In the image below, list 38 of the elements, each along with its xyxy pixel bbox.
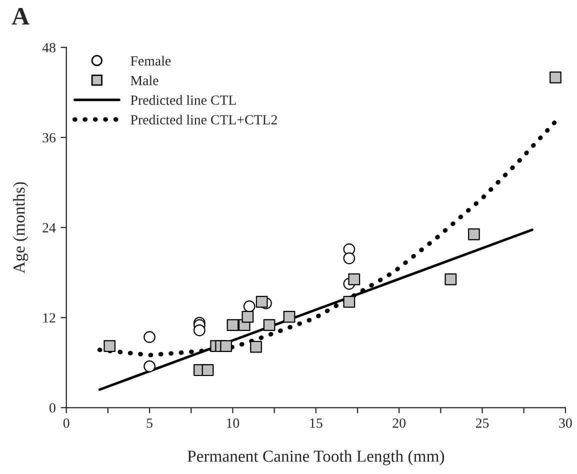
chart-title: A bbox=[12, 8, 30, 24]
point bbox=[550, 71, 562, 84]
x-tick-label: 10 bbox=[227, 418, 240, 428]
y-tick-label: 0 bbox=[50, 403, 56, 413]
point bbox=[250, 340, 262, 353]
legend-label: Male bbox=[130, 75, 158, 86]
point bbox=[144, 360, 156, 372]
y-tick-label: 36 bbox=[42, 133, 56, 142]
point bbox=[242, 310, 254, 323]
point bbox=[194, 324, 206, 336]
y-tick-label: 24 bbox=[42, 223, 56, 232]
point bbox=[104, 340, 116, 352]
x-tick-label: 30 bbox=[559, 418, 572, 428]
point bbox=[226, 319, 239, 332]
point bbox=[348, 273, 360, 286]
point bbox=[243, 300, 256, 312]
y-tick-label: 48 bbox=[42, 42, 56, 52]
point bbox=[256, 296, 268, 308]
x-axis-title: Permanent Canine Tooth Length (mm) bbox=[188, 450, 444, 466]
x-tick-label: 5 bbox=[146, 418, 152, 428]
point bbox=[343, 296, 356, 308]
point bbox=[343, 252, 356, 264]
y-tick-label: 12 bbox=[43, 313, 56, 322]
point bbox=[144, 331, 156, 344]
point bbox=[468, 228, 480, 240]
x-tick-label: 20 bbox=[392, 418, 406, 428]
legend-label: Predicted line CTL+CTL2 bbox=[130, 114, 277, 124]
x-tick-label: 25 bbox=[476, 418, 489, 428]
x-tick-label: 15 bbox=[310, 418, 322, 428]
x-tick-label: 0 bbox=[63, 418, 70, 428]
point bbox=[444, 273, 457, 286]
legend-label: Predicted line CTL bbox=[130, 95, 236, 105]
point bbox=[263, 319, 276, 332]
point bbox=[283, 310, 296, 323]
point bbox=[202, 364, 214, 376]
y-axis-title: Age (months) bbox=[13, 182, 28, 274]
point bbox=[220, 340, 232, 352]
legend-label: Female bbox=[130, 56, 171, 66]
